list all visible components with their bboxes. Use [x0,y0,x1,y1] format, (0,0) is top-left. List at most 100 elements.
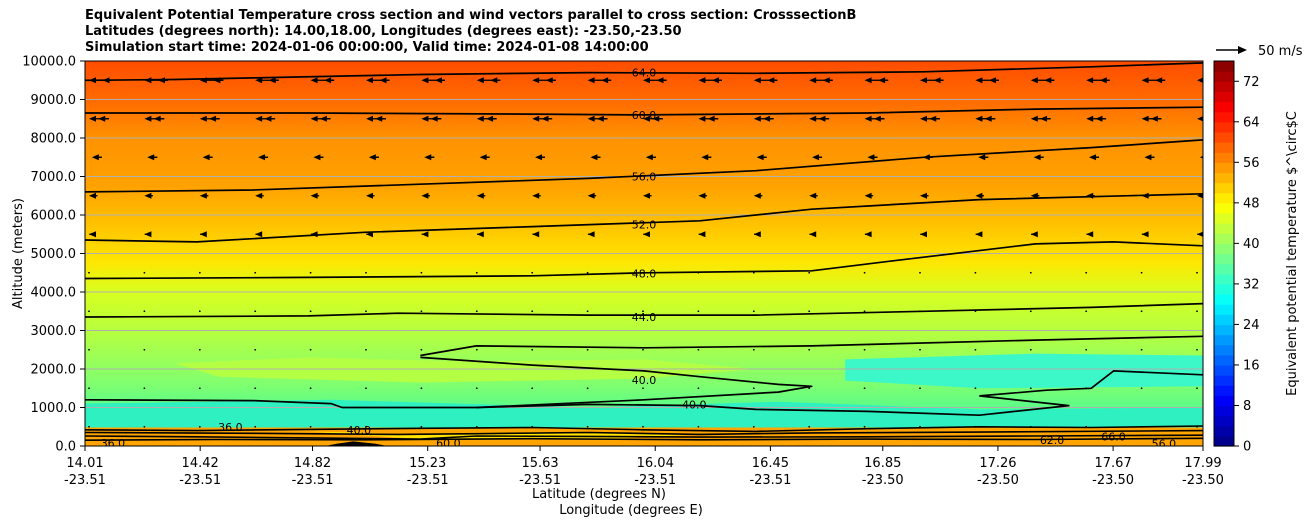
wind-vector-dot [88,348,90,351]
wind-vector-dot [1085,425,1088,428]
wind-vector [642,425,644,428]
wind-vector-head [1030,77,1038,84]
wind-vector-head [258,154,266,161]
wind-vector [254,271,257,274]
wind-vector [1144,154,1155,161]
wind-vector-head [922,154,930,161]
wind-vector-head [310,231,318,238]
wind-vector [1085,348,1088,351]
colorbar-tick-label: 32 [1243,277,1260,292]
wind-vector [1085,271,1088,274]
wind-vector-dot [365,310,367,313]
wind-vector-dot [309,310,312,313]
y-axis-label: Altitude (meters) [11,198,26,309]
wind-vector-head [1089,154,1097,161]
wind-vector-dot [1085,271,1088,274]
wind-vector-head [476,77,484,84]
wind-vector-head [421,231,429,238]
colorbar-segment [1214,243,1234,255]
wind-vector-dot [752,425,755,428]
wind-vector-head [476,192,484,199]
wind-vector-head [753,77,761,84]
wind-vector-dot [531,425,534,428]
contour-line-60-low [85,437,1203,441]
wind-vector [88,348,90,351]
colorbar-segment [1214,91,1234,103]
wind-vector-head [701,154,709,161]
wind-vector-head [698,77,706,84]
wind-vector [254,425,257,428]
wind-vector-dot [254,425,257,428]
wind-vector [974,348,977,351]
wind-vector [198,310,201,313]
wind-vector-head [421,77,429,84]
wind-vector-head [366,77,373,84]
wind-vector-head [1030,115,1038,122]
wind-vector-dot [586,425,589,428]
wind-vector [365,387,367,390]
wind-vector-head [535,154,543,161]
wind-vector-dot [198,271,201,274]
wind-vector [643,192,652,199]
wind-vector-head [809,77,817,84]
wind-vector [88,387,90,390]
contour-label: 36.0 [218,421,243,434]
wind-vector [198,271,201,274]
colorbar-tick-label: 56 [1243,156,1260,171]
wind-vector [1086,231,1094,238]
wind-vector-dot [88,310,90,313]
wind-vector-head [476,231,484,238]
wind-vector-dot [752,348,755,351]
wind-vector [809,231,817,238]
wind-vector-dot [531,271,534,274]
wind-vector [255,231,263,238]
colorbar-segment [1214,395,1234,407]
wind-vector [752,271,755,274]
wind-vector-head [975,231,983,238]
wind-vector-head [864,77,872,84]
wind-vector [366,231,373,238]
wind-vector [752,387,755,390]
wind-vector [919,425,921,428]
wind-vector-head [920,192,927,199]
wind-vector [974,271,977,274]
chart-title-line-3: Simulation start time: 2024-01-06 00:00:… [85,40,649,55]
wind-vector-head [587,115,595,122]
wind-vector-dot [1029,348,1032,351]
wind-vector [1140,387,1143,390]
colorbar-frame [1213,60,1235,447]
x-tick-label-lon: -23.51 [407,473,449,488]
wind-vector-head [1197,116,1203,122]
colorbar-segment [1214,111,1234,123]
contour-label: 60.0 [436,437,461,450]
wind-vector-dot [642,425,644,428]
wind-vector [143,425,146,428]
wind-vector-head [421,115,429,122]
wind-vector [922,154,933,161]
wind-vector-head [368,154,376,161]
wind-vector-dot [919,271,921,274]
wind-vector-head [199,231,207,238]
colorbar-segment [1214,101,1234,113]
wind-vector [143,387,146,390]
wind-vector-head [1141,115,1149,122]
wind-vector-head [809,231,817,238]
wind-vector [420,310,423,313]
wind-vector [475,425,478,428]
wind-vector-dot [1085,310,1088,313]
wind-vector [1196,310,1198,313]
wind-vector [309,425,312,428]
colorbar-tick-label: 8 [1243,399,1251,414]
wind-vector-dot [420,348,423,351]
wind-vector-dot [1196,425,1198,428]
wind-vector-head [643,77,650,84]
quiver-key-arrow-head [1238,46,1247,54]
contour-line-44 [85,302,1203,318]
wind-vector [1141,231,1149,238]
colorbar-label: Equivalent potential temperature $^\circ… [1285,111,1300,396]
wind-vector [309,387,312,390]
wind-vector-head [532,77,540,84]
wind-vector [144,192,153,199]
wind-vector [476,231,484,238]
